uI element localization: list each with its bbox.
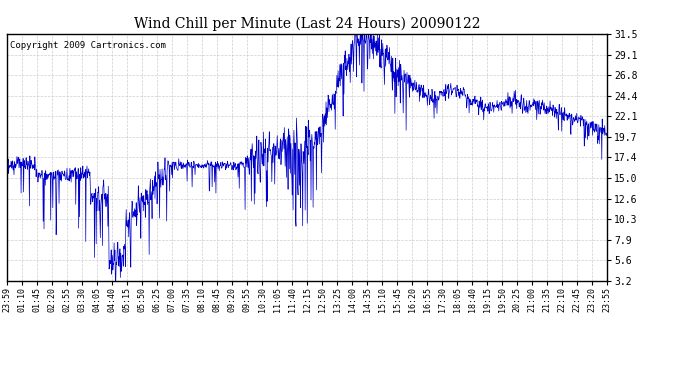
Title: Wind Chill per Minute (Last 24 Hours) 20090122: Wind Chill per Minute (Last 24 Hours) 20… [134,17,480,31]
Text: Copyright 2009 Cartronics.com: Copyright 2009 Cartronics.com [10,41,166,50]
